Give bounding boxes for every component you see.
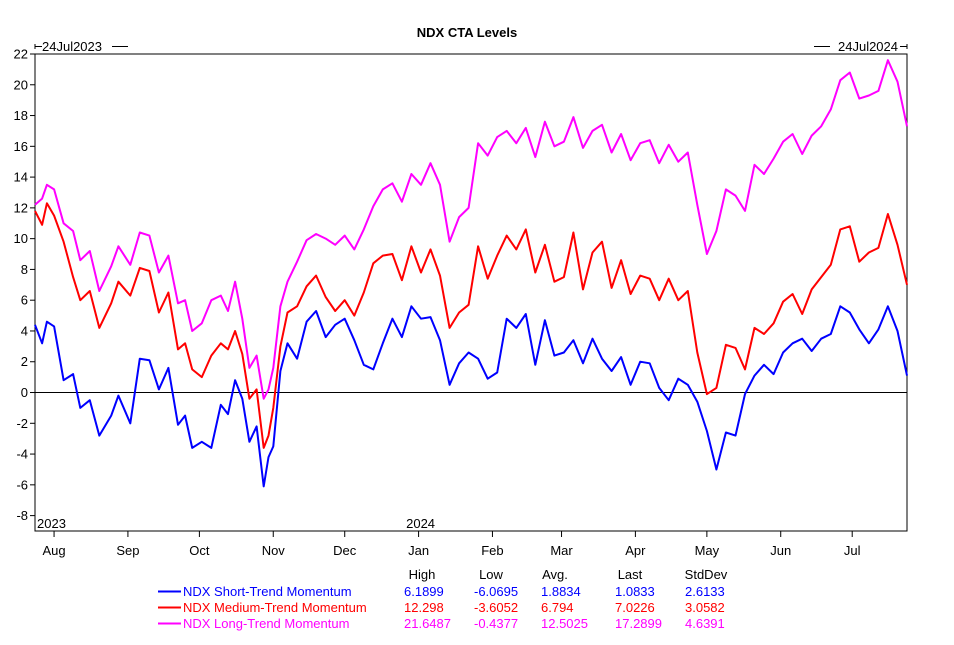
- y-tick-label: -4: [16, 447, 28, 462]
- y-tick-label: -8: [16, 508, 28, 523]
- x-tick-label: May: [695, 543, 720, 558]
- plot-area: [34, 53, 908, 532]
- legend-stat-value: -0.4377: [474, 616, 518, 631]
- stats-header-label: StdDev: [685, 567, 728, 582]
- x-tick-label: Feb: [481, 543, 503, 558]
- legend-stat-value: 1.0833: [615, 584, 655, 599]
- year-label: 2023: [37, 516, 66, 531]
- stats-header-label: Last: [618, 567, 643, 582]
- x-tick-label: Jul: [844, 543, 861, 558]
- y-tick-label: 12: [14, 200, 28, 215]
- legend-stat-value: 6.794: [541, 600, 574, 615]
- stats-header-label: High: [409, 567, 436, 582]
- legend-stat-value: 6.1899: [404, 584, 444, 599]
- legend-stat-value: 3.0582: [685, 600, 725, 615]
- year-label: 2024: [406, 516, 435, 531]
- y-tick-label: -6: [16, 477, 28, 492]
- y-tick-label: 2: [21, 354, 28, 369]
- range-markers: 24Jul2023 24Jul2024: [34, 39, 908, 54]
- legend-stat-value: 7.0226: [615, 600, 655, 615]
- x-tick-label: Apr: [625, 543, 646, 558]
- legend-stat-value: 4.6391: [685, 616, 725, 631]
- x-tick-label: Nov: [262, 543, 286, 558]
- legend-stat-value: 2.6133: [685, 584, 725, 599]
- y-tick-label: -2: [16, 416, 28, 431]
- legend-stat-value: 12.298: [404, 600, 444, 615]
- series-line-medium-trend: [34, 202, 908, 449]
- legend-series-name: NDX Long-Trend Momentum: [183, 616, 349, 631]
- legend-rows: NDX Short-Trend Momentum 6.1899 -6.0695 1.8…: [158, 584, 725, 631]
- legend-stat-value: 12.5025: [541, 616, 588, 631]
- y-tick-label: 22: [14, 47, 28, 62]
- y-tick-label: 14: [14, 170, 28, 185]
- x-tick-label: Jan: [408, 543, 429, 558]
- y-tick-label: 18: [14, 108, 28, 123]
- y-tick-label: 4: [21, 323, 28, 338]
- legend-stat-value: 17.2899: [615, 616, 662, 631]
- x-tick-label: Aug: [42, 543, 65, 558]
- series-line-long-trend: [34, 59, 908, 400]
- legend-series-name: NDX Medium-Trend Momentum: [183, 600, 367, 615]
- x-tick-label: Oct: [189, 543, 210, 558]
- x-axis: Aug Sep Oct Nov Dec Jan Feb Mar Apr May Jun Jul: [42, 531, 861, 558]
- chart-title: NDX CTA Levels: [417, 25, 517, 40]
- legend-stat-value: -3.6052: [474, 600, 518, 615]
- legend-stat-value: 21.6487: [404, 616, 451, 631]
- stats-header: High Low Avg. Last StdDev: [409, 567, 728, 582]
- stats-header-label: Avg.: [542, 567, 568, 582]
- y-tick-label: 0: [21, 385, 28, 400]
- x-tick-label: Jun: [770, 543, 791, 558]
- y-tick-label: 10: [14, 231, 28, 246]
- y-tick-label: 20: [14, 77, 28, 92]
- range-end-label: 24Jul2024: [838, 39, 898, 54]
- year-labels: 2023 2024: [37, 516, 435, 531]
- y-tick-label: 6: [21, 293, 28, 308]
- legend-stat-value: 1.8834: [541, 584, 581, 599]
- x-tick-label: Dec: [333, 543, 357, 558]
- x-tick-label: Sep: [116, 543, 139, 558]
- stats-header-label: Low: [479, 567, 503, 582]
- series-line-short-trend: [34, 305, 908, 488]
- legend-series-name: NDX Short-Trend Momentum: [183, 584, 352, 599]
- legend-stat-value: -6.0695: [474, 584, 518, 599]
- x-tick-label: Mar: [550, 543, 573, 558]
- series-lines: [34, 59, 908, 488]
- range-start-label: 24Jul2023: [42, 39, 102, 54]
- y-tick-label: 16: [14, 139, 28, 154]
- legend: High Low Avg. Last StdDev NDX Short-Trend Mo…: [158, 567, 728, 631]
- y-tick-label: 8: [21, 262, 28, 277]
